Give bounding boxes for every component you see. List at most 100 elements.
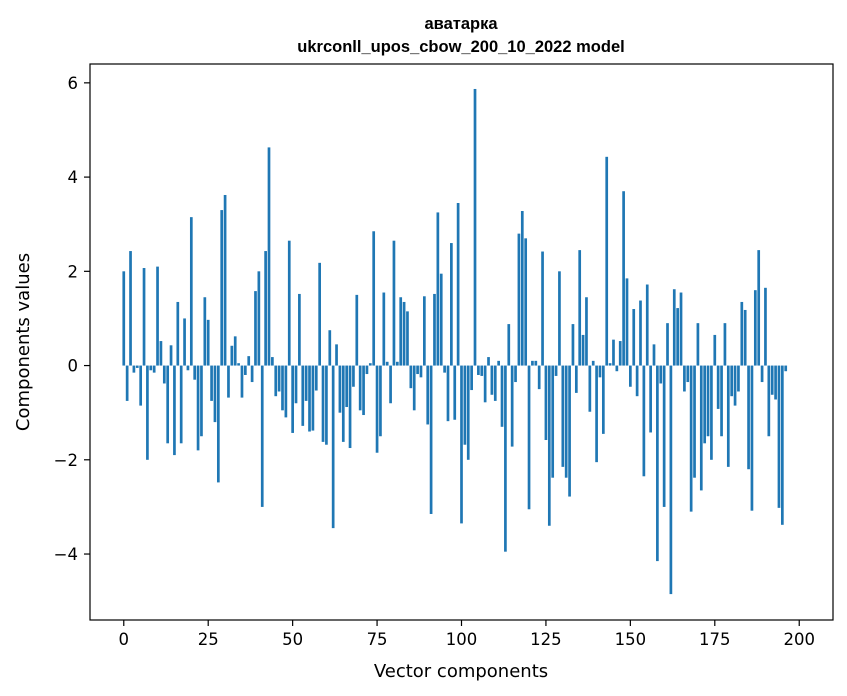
bar — [382, 292, 386, 366]
bar — [298, 293, 301, 366]
bar — [196, 365, 200, 451]
bar — [210, 365, 213, 401]
bar — [156, 266, 159, 366]
bar — [656, 365, 659, 562]
bar — [227, 365, 230, 398]
bar — [341, 365, 345, 442]
bar — [693, 365, 696, 478]
x-tick-label: 200 — [783, 630, 815, 649]
bar — [294, 365, 298, 404]
bar — [710, 365, 713, 460]
bar — [588, 365, 592, 412]
bar — [260, 365, 264, 507]
bar — [223, 194, 227, 366]
bar — [639, 300, 642, 366]
bar — [122, 271, 126, 366]
bar — [166, 365, 170, 444]
bar — [379, 365, 382, 437]
bar — [527, 365, 531, 510]
bar — [355, 294, 359, 366]
bar — [777, 365, 781, 508]
bar — [500, 365, 504, 427]
bar — [453, 365, 457, 420]
bar — [213, 365, 217, 423]
bar — [676, 308, 679, 366]
bar — [402, 301, 406, 366]
bar — [348, 365, 352, 449]
bar — [689, 365, 693, 512]
bar — [439, 273, 443, 366]
bar — [429, 365, 433, 514]
bar — [642, 365, 646, 477]
bar — [230, 345, 234, 366]
bar — [277, 365, 281, 392]
bar — [179, 365, 183, 444]
bar — [308, 365, 311, 432]
bar — [433, 293, 436, 366]
bar — [301, 365, 305, 426]
bar — [173, 365, 176, 456]
bar — [507, 324, 511, 366]
bar — [244, 365, 247, 375]
bar — [291, 365, 294, 433]
x-tick-label: 175 — [699, 630, 731, 649]
bar — [551, 365, 555, 478]
y-tick-label: 2 — [68, 262, 79, 281]
bar — [125, 365, 129, 401]
bar — [271, 357, 274, 366]
bar — [389, 365, 392, 404]
bar — [335, 344, 338, 366]
bar — [571, 324, 575, 366]
bar — [409, 365, 413, 389]
bar — [770, 365, 774, 395]
bar — [605, 156, 609, 366]
bar — [649, 365, 652, 433]
bar — [632, 309, 636, 366]
bar — [372, 231, 376, 366]
bar — [720, 365, 723, 437]
y-axis-label: Components values — [13, 253, 34, 431]
bar — [426, 365, 430, 425]
bar — [564, 365, 568, 478]
bar — [463, 365, 467, 445]
bar — [470, 365, 473, 391]
bar — [399, 297, 403, 366]
bar — [203, 297, 207, 366]
bar — [659, 365, 663, 384]
bar — [706, 365, 710, 437]
bar — [406, 311, 409, 366]
y-tick-label: −4 — [54, 545, 78, 564]
bar — [392, 240, 396, 366]
bar — [764, 287, 767, 366]
bar — [281, 365, 284, 411]
bar — [591, 360, 595, 366]
bar — [558, 271, 561, 366]
bar — [514, 365, 517, 383]
bar — [672, 289, 676, 366]
bar — [446, 365, 450, 422]
bar — [331, 365, 335, 529]
bar — [189, 217, 193, 366]
bar — [520, 211, 524, 366]
x-tick-label: 75 — [367, 630, 388, 649]
bar — [483, 365, 487, 403]
bar — [669, 365, 673, 595]
bar — [142, 268, 146, 366]
x-axis-ticks: 0 25 50 75 100 125 150 175 200 — [119, 620, 815, 649]
bar — [578, 250, 582, 366]
bar — [146, 365, 149, 460]
bar — [541, 251, 544, 366]
bar — [466, 365, 470, 460]
bar — [568, 365, 571, 497]
bar — [753, 290, 757, 366]
bar — [767, 365, 771, 437]
chart-title-line2: ukrconll_upos_cbow_200_10_2022 model — [297, 38, 624, 56]
bar — [395, 361, 399, 366]
bar — [757, 250, 761, 366]
bar — [645, 284, 649, 366]
bar — [662, 365, 666, 507]
bar — [493, 365, 497, 401]
bar — [683, 365, 686, 392]
bar — [318, 262, 321, 366]
